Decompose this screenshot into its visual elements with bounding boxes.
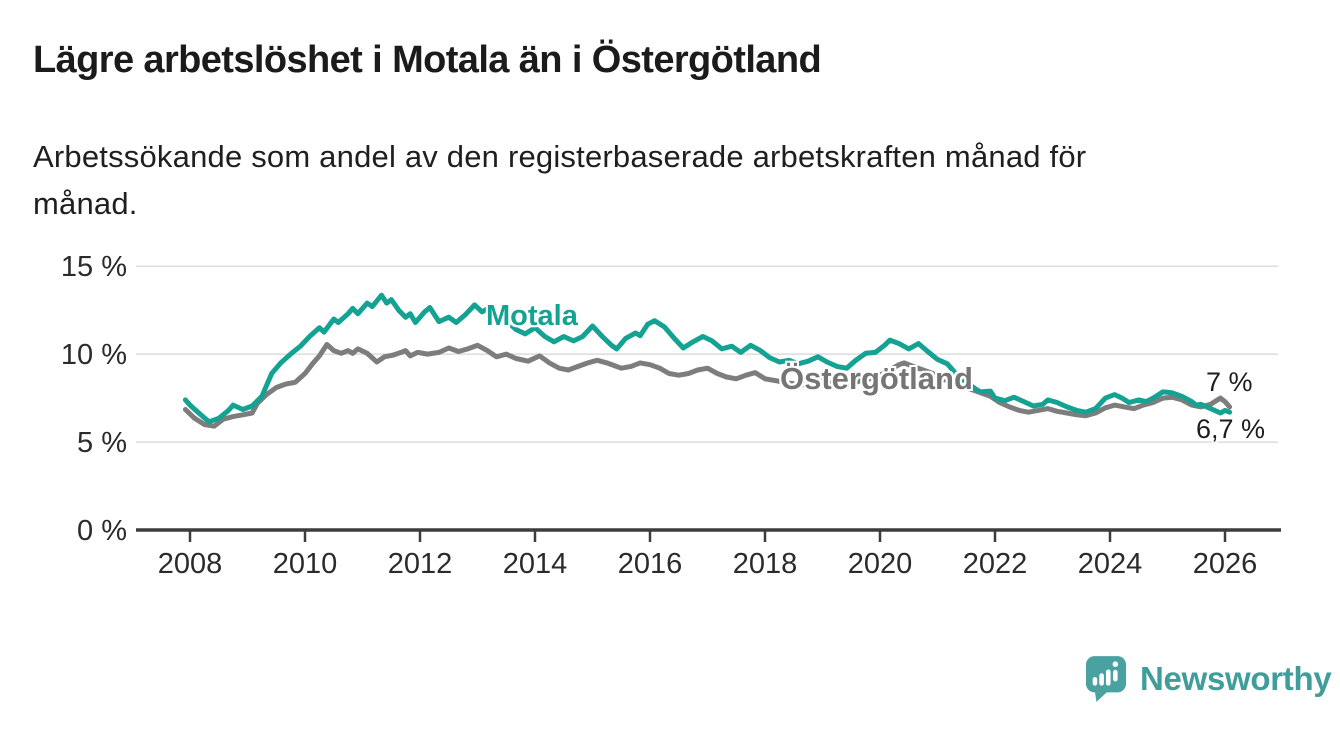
y-tick-label: 10 %	[61, 339, 127, 371]
x-tick-label: 2010	[273, 548, 338, 580]
end-value-label-motala: 6,7 %	[1196, 414, 1266, 444]
chart-subtitle: Arbetssökande som andel av den registerb…	[33, 133, 1086, 227]
x-tick-label: 2024	[1078, 548, 1143, 580]
x-tick-label: 2012	[388, 548, 453, 580]
y-tick-label: 15 %	[61, 251, 127, 283]
newsworthy-wordmark: Newsworthy	[1140, 660, 1332, 697]
series-label-ostergotland: Östergötland	[780, 361, 973, 396]
y-tick-label: 0 %	[77, 515, 127, 547]
y-tick-label: 5 %	[77, 427, 127, 459]
x-tick-label: 2026	[1193, 548, 1258, 580]
series-line-stergtland	[182, 342, 1233, 429]
x-tick-label: 2020	[848, 548, 913, 580]
series-line-motala	[182, 292, 1233, 425]
x-tick-label: 2022	[963, 548, 1028, 580]
series-label-motala: Motala	[486, 300, 578, 332]
end-value-label-ostergotland: 7 %	[1206, 367, 1253, 397]
x-tick-label: 2016	[618, 548, 683, 580]
x-tick-label: 2018	[733, 548, 798, 580]
page-title: Lägre arbetslöshet i Motala än i Östergö…	[33, 39, 822, 81]
subtitle-line-1: Arbetssökande som andel av den registerb…	[33, 139, 1087, 174]
newsworthy-logo: Newsworthy	[1085, 655, 1332, 703]
x-tick-label: 2014	[503, 548, 568, 580]
subtitle-line-2: månad.	[33, 186, 138, 221]
x-tick-label: 2008	[158, 548, 223, 580]
newsworthy-icon	[1085, 656, 1127, 702]
